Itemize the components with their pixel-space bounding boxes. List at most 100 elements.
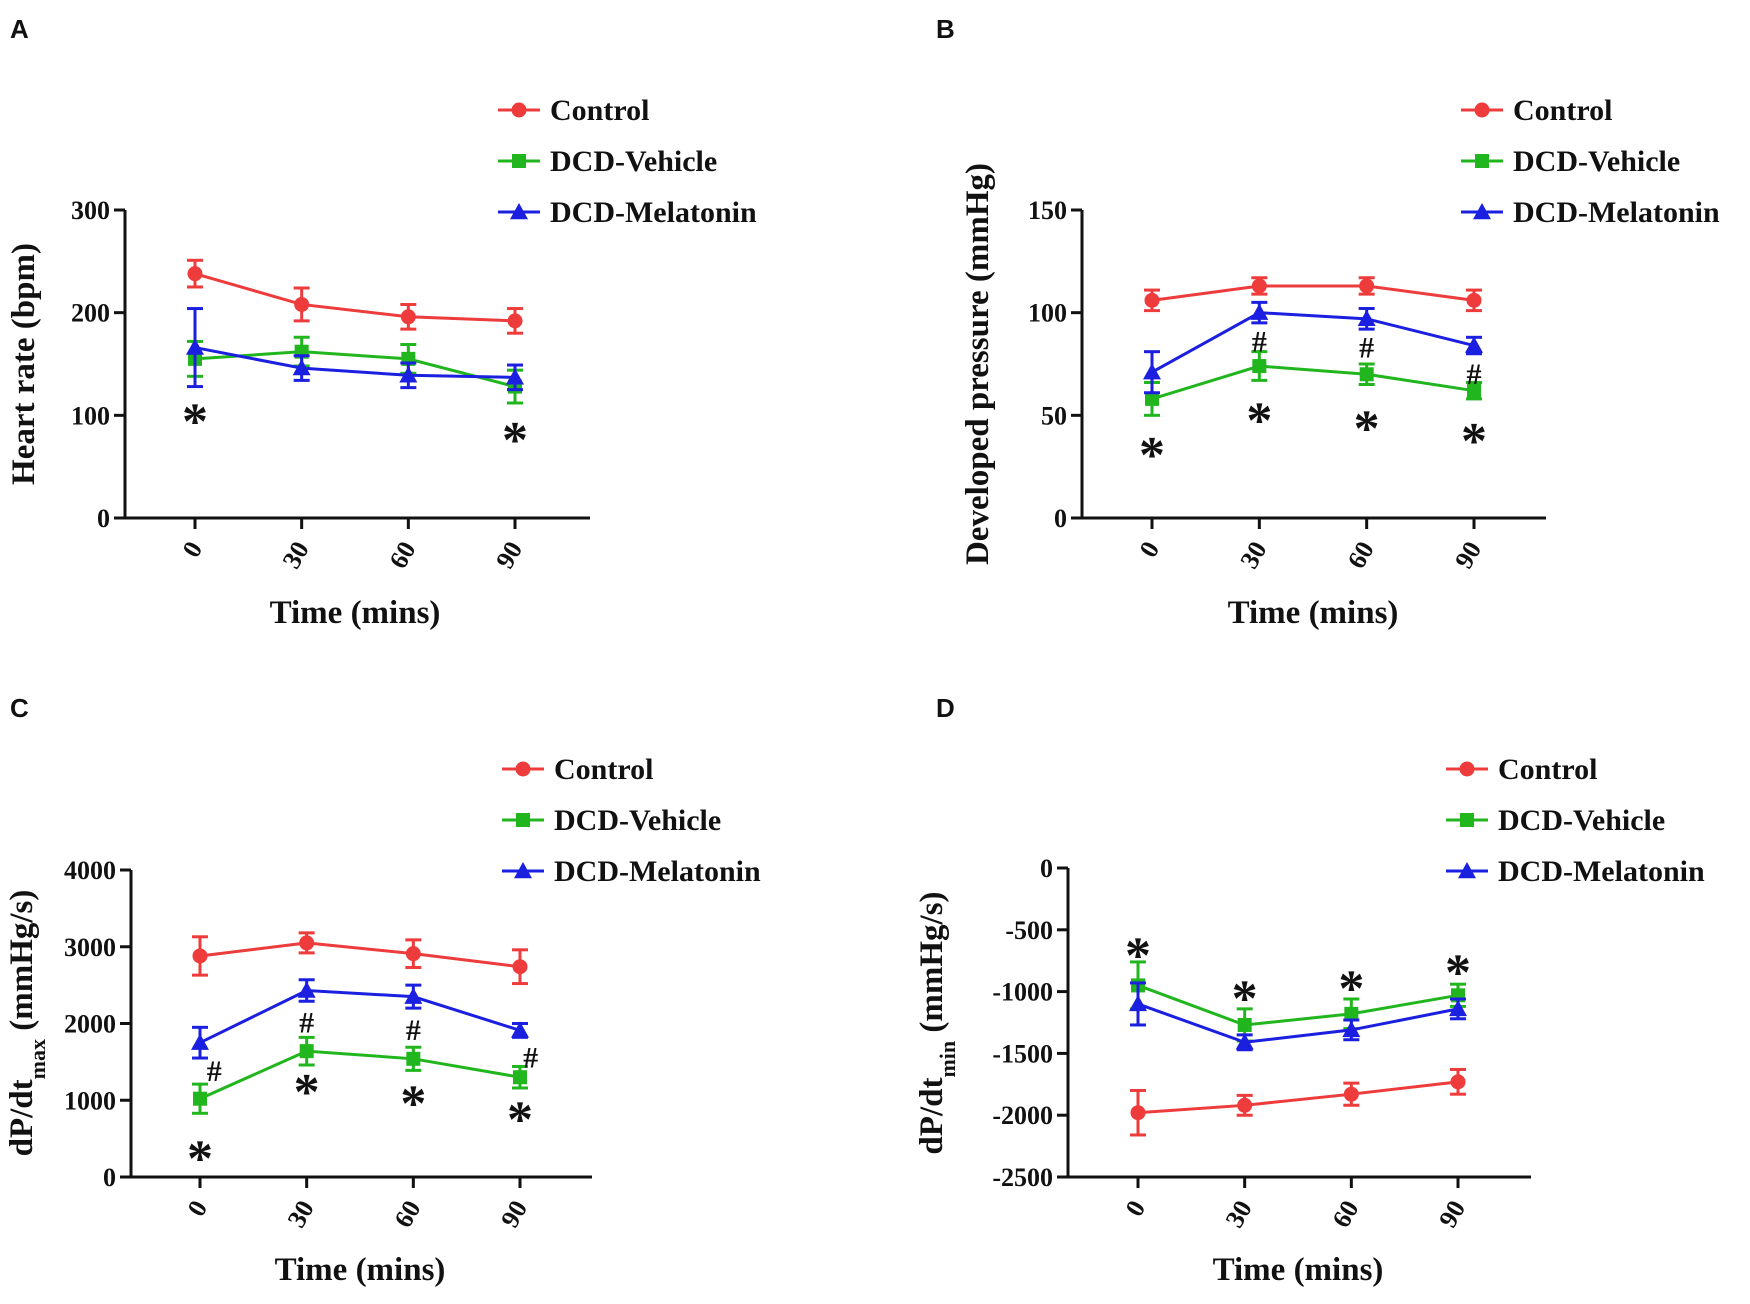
x-axis-title: Time (mins)	[270, 595, 441, 631]
data-point	[1466, 292, 1482, 308]
chart-panel-a: 0 100 200 300 0 30 60 90 Time (mins) Heart rate (…	[6, 94, 757, 631]
series-line	[194, 350, 516, 389]
significance-asterisk: *	[502, 412, 528, 469]
data-point	[1145, 391, 1159, 406]
data-point	[299, 935, 315, 951]
data-point	[1143, 363, 1161, 380]
x-tick-label: 90	[495, 1196, 533, 1233]
data-point	[1130, 1105, 1146, 1121]
x-axis-title: Time (mins)	[1213, 1252, 1384, 1288]
significance-asterisk: *	[400, 1075, 426, 1132]
x-tick-label: 60	[383, 537, 421, 574]
series-line	[1151, 364, 1475, 401]
x-tick-label: 60	[1342, 537, 1380, 574]
series-line	[1137, 984, 1459, 1027]
chart-panel-b: 0 50 100 150 0 30 60 90 Time (mins) Developed pre…	[960, 94, 1720, 631]
y-axis-title: Heart rate (bpm)	[6, 243, 42, 485]
data-point	[186, 338, 204, 355]
legend-marker	[1460, 813, 1474, 827]
significance-asterisk: *	[1246, 392, 1272, 449]
legend-marker	[516, 813, 530, 827]
x-tick-label: 90	[1433, 1196, 1471, 1233]
x-tick-label: 30	[1220, 1196, 1258, 1233]
data-point	[1237, 1097, 1253, 1113]
legend-marker	[515, 761, 531, 777]
data-point	[507, 313, 523, 329]
data-point	[1465, 336, 1483, 353]
y-axis-title: Developed pressure (mmHg)	[960, 163, 996, 565]
significance-hash: #	[523, 1042, 538, 1075]
y-tick-label: -2500	[992, 1163, 1053, 1192]
data-point	[513, 1070, 527, 1085]
data-point	[1359, 278, 1375, 294]
series-line	[199, 941, 521, 969]
y-tick-label: 150	[1028, 196, 1067, 225]
y-tick-label: 0	[97, 504, 110, 533]
y-tick-label: 1000	[64, 1086, 116, 1115]
x-tick-label: 60	[1326, 1196, 1364, 1233]
panel-letter: D	[936, 693, 955, 723]
y-tick-label: 0	[1054, 504, 1067, 533]
chart-panel-d: -2500 -2000 -1500 -1000 -500 0 0 30 60 90 Time (mi…	[914, 753, 1705, 1288]
legend-marker	[1474, 102, 1490, 118]
y-tick-label: -1500	[992, 1039, 1053, 1068]
data-point	[294, 296, 310, 312]
y-tick-label: 2000	[64, 1010, 116, 1039]
panel-letter: B	[936, 14, 955, 44]
legend-marker	[511, 102, 527, 118]
y-axis-title-unit: (mmHg/s)	[914, 891, 950, 1040]
significance-hash: #	[1467, 358, 1482, 391]
legend-label: DCD-Melatonin	[1498, 855, 1705, 888]
data-point	[191, 1033, 209, 1050]
y-tick-label: -2000	[992, 1101, 1053, 1130]
x-tick-label: 0	[182, 1196, 214, 1222]
y-tick-label: -1000	[992, 978, 1053, 1007]
y-axis-title: dP/dtmax (mmHg/s)	[4, 890, 50, 1157]
legend-marker	[1473, 203, 1491, 220]
series-line	[1151, 284, 1475, 302]
y-tick-label: -500	[1005, 916, 1053, 945]
significance-asterisk: *	[1232, 971, 1258, 1028]
legend-label: DCD-Vehicle	[1498, 804, 1665, 837]
legend-marker	[1459, 761, 1475, 777]
data-point	[1343, 1086, 1359, 1102]
legend-marker	[1475, 154, 1489, 168]
significance-asterisk: *	[294, 1064, 320, 1121]
significance-asterisk: *	[507, 1092, 533, 1149]
y-axis-title-unit: (mmHg/s)	[4, 890, 40, 1039]
data-point	[1144, 292, 1160, 308]
y-tick-label: 50	[1041, 401, 1067, 430]
significance-hash: #	[1359, 332, 1374, 365]
data-point	[192, 948, 208, 964]
significance-asterisk: *	[1338, 961, 1364, 1018]
data-point	[1237, 1017, 1252, 1032]
legend-marker	[510, 203, 528, 220]
data-point	[193, 1091, 207, 1106]
x-tick-label: 0	[1120, 1196, 1152, 1222]
legend-label: Control	[1498, 753, 1597, 786]
data-point	[1449, 999, 1467, 1017]
series-line	[1151, 311, 1475, 374]
data-point	[406, 1051, 421, 1066]
legend-label: DCD-Melatonin	[554, 855, 761, 888]
panel-letter: A	[10, 14, 29, 44]
legend-label: Control	[550, 94, 649, 127]
y-tick-label: 200	[71, 299, 110, 328]
significance-asterisk: *	[182, 393, 208, 450]
data-point	[506, 368, 524, 385]
x-axis-title: Time (mins)	[275, 1252, 446, 1288]
y-tick-label: 100	[71, 401, 110, 430]
data-point	[1235, 1033, 1254, 1050]
x-tick-label: 0	[1134, 537, 1166, 563]
x-tick-label: 90	[1449, 537, 1487, 574]
data-point	[399, 366, 418, 383]
series-line	[199, 988, 521, 1045]
series-line	[194, 272, 516, 323]
series-line	[1137, 1002, 1459, 1044]
data-point	[404, 987, 423, 1004]
legend-label: DCD-Melatonin	[550, 196, 757, 229]
data-point	[299, 1044, 314, 1059]
significance-hash: #	[299, 1006, 314, 1039]
y-tick-label: 3000	[64, 933, 116, 962]
y-tick-label: 100	[1028, 299, 1067, 328]
